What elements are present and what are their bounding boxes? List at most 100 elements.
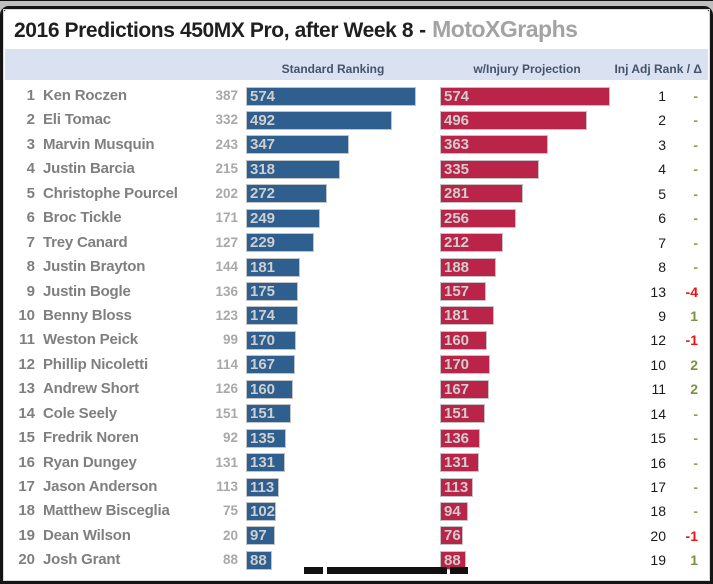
standard-ranking-value: 97 bbox=[250, 527, 267, 545]
rank-delta: -1 bbox=[685, 527, 698, 544]
rider-name: Broc Tickle bbox=[43, 209, 122, 227]
standard-ranking-bar: 160 bbox=[246, 379, 293, 399]
rider-rank: 8 bbox=[26, 258, 35, 276]
injury-adjusted-rank: 10 bbox=[650, 356, 666, 373]
current-points: 75 bbox=[222, 503, 238, 519]
table-row: 20 Josh Grant 88 88 88 19 1 bbox=[4, 548, 709, 572]
injury-projection-value: 136 bbox=[444, 429, 470, 447]
injury-adjusted-rank: 17 bbox=[650, 479, 666, 495]
rank-delta: - bbox=[693, 210, 698, 227]
standard-ranking-value: 574 bbox=[250, 87, 276, 105]
rider-name: Dean Wilson bbox=[43, 526, 131, 544]
table-row: 16 Ryan Dungey 131 131 131 16 - bbox=[4, 451, 709, 475]
rider-name: Josh Grant bbox=[43, 551, 121, 569]
current-points: 215 bbox=[215, 161, 238, 177]
column-header-standard-ranking: Standard Ranking bbox=[281, 62, 385, 76]
chart-frame: 2016 Predictions 450MX Pro, after Week 8… bbox=[0, 6, 713, 584]
standard-ranking-bar: 135 bbox=[246, 428, 286, 448]
current-points: 243 bbox=[215, 136, 238, 152]
rank-delta: - bbox=[693, 112, 698, 129]
injury-projection-bar: 363 bbox=[440, 135, 548, 155]
rider-name: Benny Bloss bbox=[43, 306, 132, 324]
standard-ranking-bar: 167 bbox=[246, 355, 295, 375]
injury-adjusted-rank: 12 bbox=[650, 332, 666, 349]
injury-projection-value: 157 bbox=[444, 283, 470, 300]
injury-projection-bar: 113 bbox=[440, 477, 473, 497]
injury-projection-bar: 157 bbox=[440, 282, 486, 301]
injury-adjusted-rank: 8 bbox=[658, 259, 666, 276]
standard-ranking-value: 347 bbox=[250, 136, 276, 154]
rank-delta: 1 bbox=[690, 307, 698, 324]
injury-projection-bar: 160 bbox=[440, 330, 487, 350]
current-points: 131 bbox=[215, 454, 238, 470]
column-header-band: Standard Ranking w/Injury Projection Inj… bbox=[5, 49, 708, 80]
rank-delta: - bbox=[693, 503, 698, 520]
injury-adjusted-rank: 15 bbox=[650, 430, 666, 447]
standard-ranking-bar: 272 bbox=[246, 184, 327, 204]
injury-projection-bar: 496 bbox=[440, 110, 587, 130]
rider-name: Trey Canard bbox=[43, 233, 128, 251]
rider-name: Eli Tomac bbox=[43, 111, 111, 129]
rider-rank: 6 bbox=[26, 209, 35, 227]
chart-title: 2016 Predictions 450MX Pro, after Week 8 bbox=[14, 19, 414, 42]
rider-rank: 1 bbox=[26, 87, 35, 104]
title-separator: - bbox=[419, 19, 427, 42]
injury-projection-bar: 181 bbox=[440, 306, 494, 326]
injury-adjusted-rank: 4 bbox=[658, 161, 666, 178]
rider-rank: 11 bbox=[19, 331, 35, 349]
injury-projection-value: 76 bbox=[444, 527, 461, 545]
rider-rank: 13 bbox=[18, 380, 35, 398]
injury-projection-value: 170 bbox=[444, 356, 470, 374]
standard-ranking-value: 167 bbox=[250, 356, 276, 374]
injury-adjusted-rank: 14 bbox=[650, 405, 666, 422]
rider-rank: 3 bbox=[26, 135, 35, 153]
injury-projection-bar: 167 bbox=[440, 379, 489, 399]
injury-projection-bar: 170 bbox=[440, 355, 490, 375]
injury-adjusted-rank: 7 bbox=[658, 234, 666, 251]
injury-projection-bar: 574 bbox=[440, 86, 610, 106]
injury-adjusted-rank: 5 bbox=[658, 185, 666, 202]
injury-projection-value: 496 bbox=[444, 111, 470, 129]
current-points: 144 bbox=[215, 259, 238, 275]
rider-name: Ryan Dungey bbox=[43, 453, 137, 471]
standard-ranking-bar: 318 bbox=[246, 159, 340, 179]
standard-ranking-bar: 170 bbox=[246, 330, 296, 350]
table-row: 4 Justin Barcia 215 318 335 4 - bbox=[4, 157, 709, 181]
injury-projection-value: 363 bbox=[444, 136, 470, 154]
injury-adjusted-rank: 9 bbox=[658, 307, 666, 324]
injury-adjusted-rank: 3 bbox=[658, 136, 666, 153]
rider-name: Weston Peick bbox=[43, 331, 138, 349]
current-points: 127 bbox=[215, 234, 238, 250]
table-row: 6 Broc Tickle 171 249 256 6 - bbox=[4, 206, 709, 230]
rank-delta: 2 bbox=[690, 381, 698, 398]
table-row: 2 Eli Tomac 332 492 496 2 - bbox=[4, 108, 709, 132]
rank-delta: -4 bbox=[685, 283, 698, 300]
standard-ranking-value: 249 bbox=[250, 209, 276, 227]
injury-projection-value: 151 bbox=[444, 405, 470, 423]
injury-adjusted-rank: 20 bbox=[650, 527, 666, 544]
column-header-adj-rank-delta: Inj Adj Rank / Δ bbox=[614, 62, 702, 76]
standard-ranking-bar: 88 bbox=[246, 550, 272, 570]
rider-name: Justin Bogle bbox=[43, 282, 131, 300]
rank-delta: 2 bbox=[690, 356, 698, 373]
standard-ranking-value: 113 bbox=[250, 478, 275, 496]
standard-ranking-value: 318 bbox=[250, 160, 276, 178]
current-points: 332 bbox=[215, 112, 238, 128]
rider-rank: 7 bbox=[26, 233, 35, 251]
rank-delta: - bbox=[693, 454, 698, 471]
table-row: 15 Fredrik Noren 92 135 136 15 - bbox=[4, 426, 709, 450]
standard-ranking-bar: 249 bbox=[246, 208, 320, 228]
current-points: 171 bbox=[215, 210, 238, 226]
table-row: 9 Justin Bogle 136 175 157 13 -4 bbox=[4, 280, 709, 304]
current-points: 113 bbox=[216, 479, 238, 494]
current-points: 136 bbox=[215, 283, 238, 299]
rank-delta: - bbox=[693, 234, 698, 251]
injury-projection-bar: 151 bbox=[440, 404, 485, 424]
injury-projection-bar: 88 bbox=[440, 550, 466, 570]
standard-ranking-value: 88 bbox=[250, 551, 267, 569]
standard-ranking-value: 175 bbox=[250, 283, 276, 300]
rider-rank: 14 bbox=[18, 404, 35, 422]
table-row: 8 Justin Brayton 144 181 188 8 - bbox=[4, 255, 709, 279]
table-row: 12 Phillip Nicoletti 114 167 170 10 2 bbox=[4, 353, 709, 377]
